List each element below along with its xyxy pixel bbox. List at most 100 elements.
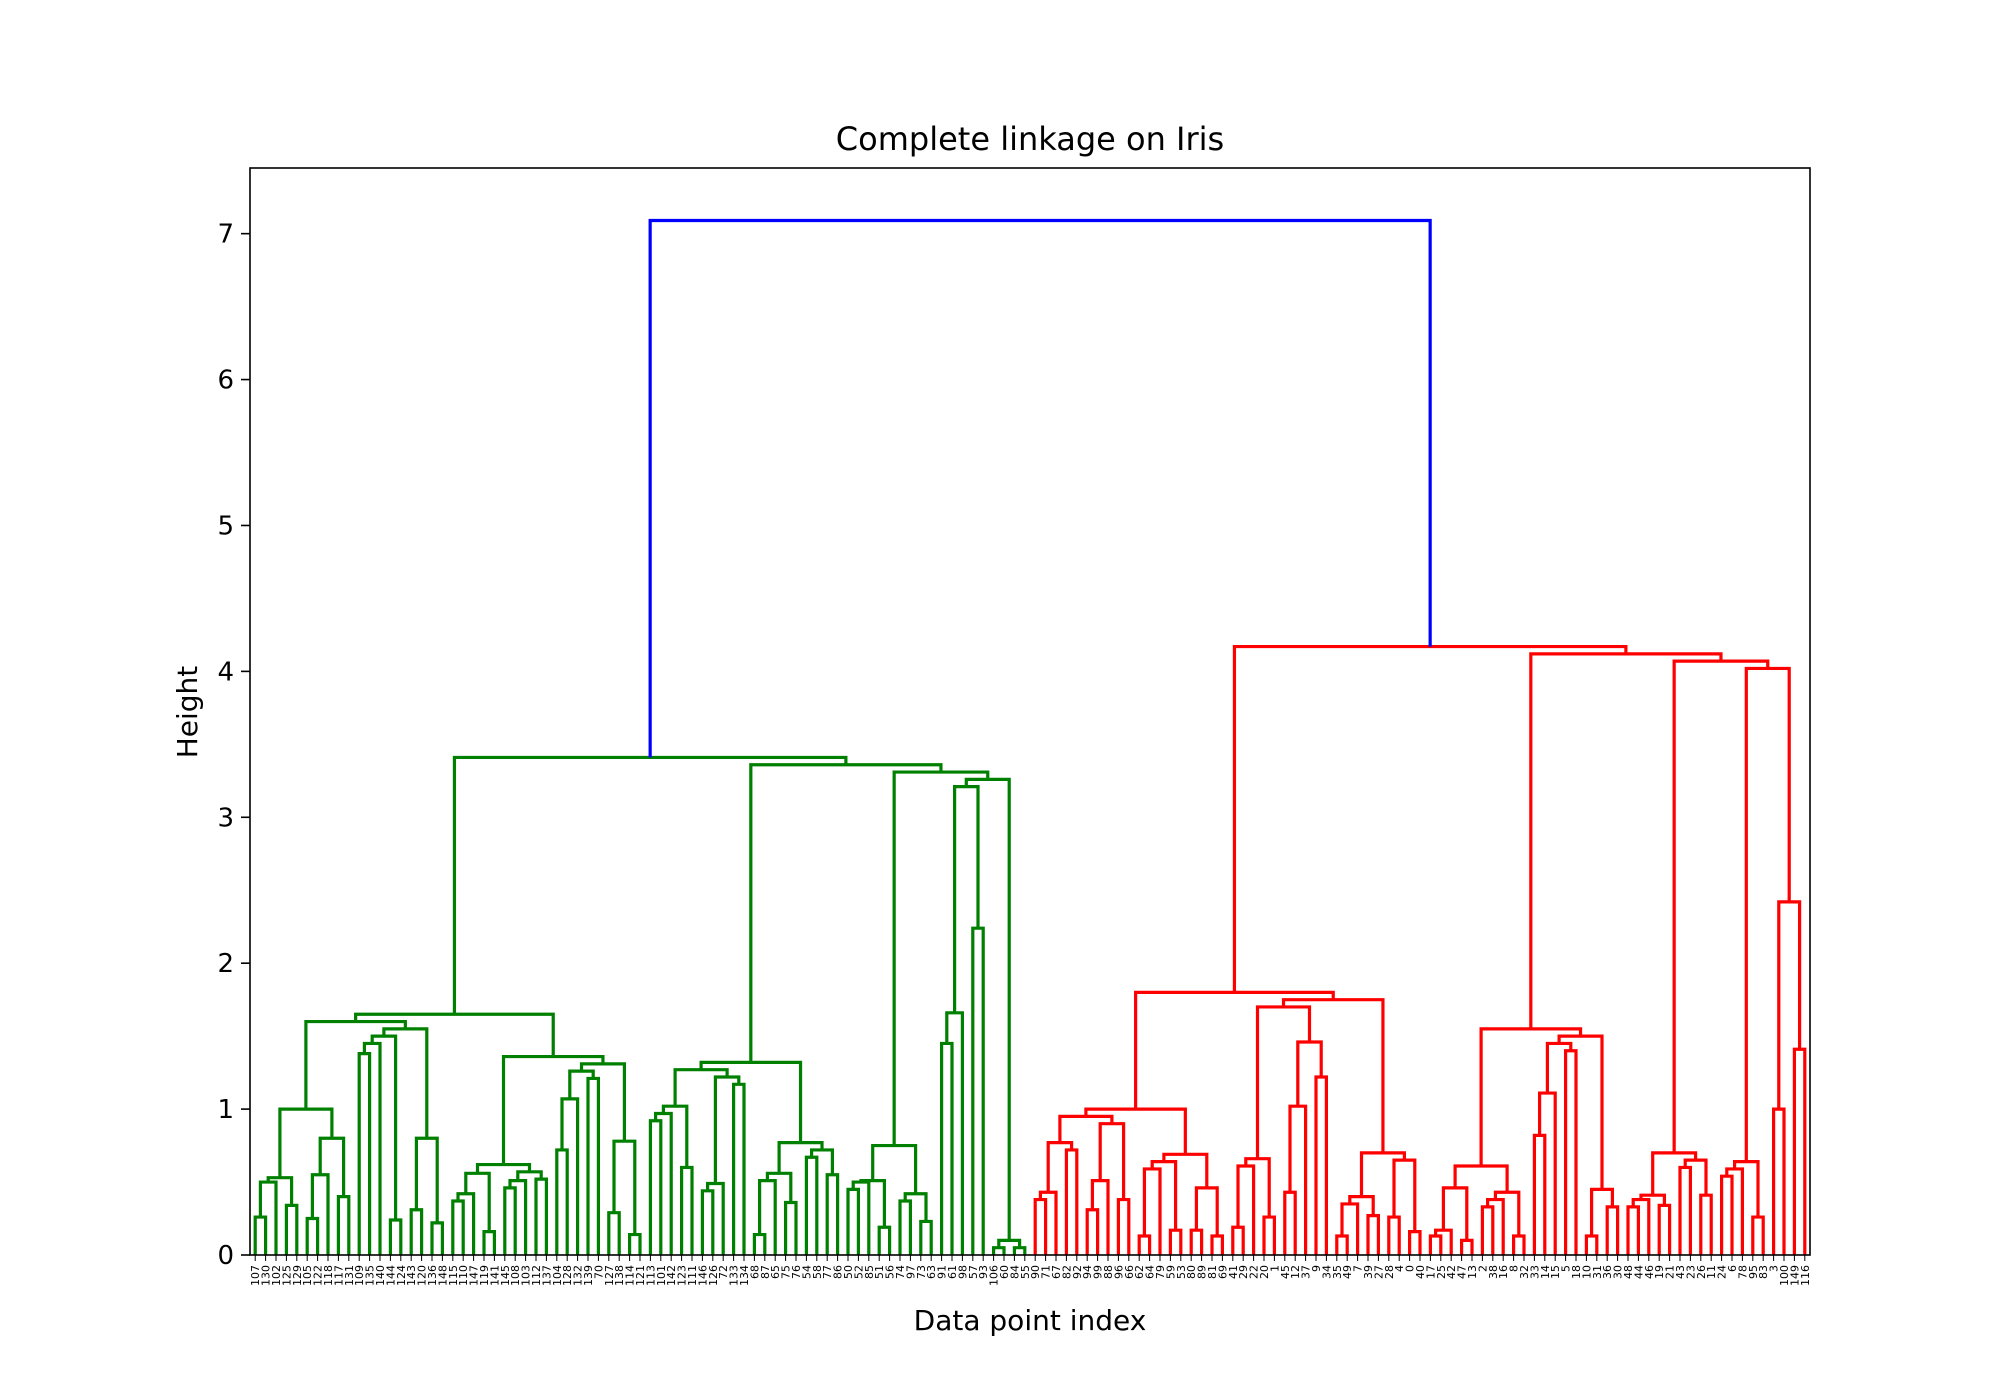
x-tick-label: 29 (1237, 1265, 1250, 1279)
x-tick-label: 110 (457, 1265, 470, 1286)
x-tick-label: 43 (1674, 1265, 1687, 1279)
x-tick-label: 46 (1643, 1265, 1656, 1279)
x-tick-label: 107 (249, 1265, 262, 1286)
cluster-link-left (749, 763, 943, 1063)
cluster-link-right (1231, 1225, 1245, 1255)
x-tick-label: 143 (405, 1265, 418, 1286)
x-tick-label: 51 (873, 1265, 886, 1279)
y-tick-label: 4 (217, 657, 234, 687)
cluster-link-left (568, 1069, 595, 1099)
x-tick-label: 124 (395, 1265, 408, 1286)
cluster-link-left (266, 1176, 294, 1206)
x-tick-label: 97 (904, 1265, 917, 1279)
x-tick-label: 139 (582, 1265, 595, 1286)
x-tick-label: 133 (728, 1265, 741, 1286)
x-tick-label: 22 (1248, 1265, 1261, 1279)
y-tick-label: 6 (217, 366, 234, 396)
cluster-link-left (508, 1178, 528, 1255)
x-tick-label: 126 (707, 1265, 720, 1286)
x-tick-label: 75 (780, 1265, 793, 1279)
x-tick-label: 108 (509, 1265, 522, 1286)
x-tick-label: 125 (280, 1265, 293, 1286)
x-axis-tick-labels: 1071301021251291051221181171311091351401… (249, 1255, 1812, 1286)
x-tick-label: 35 (1331, 1265, 1344, 1279)
x-tick-label: 39 (1362, 1265, 1375, 1279)
x-tick-label: 72 (717, 1265, 730, 1279)
x-tick-label: 106 (988, 1265, 1001, 1286)
x-tick-label: 93 (977, 1265, 990, 1279)
cluster-link-left (534, 1177, 548, 1255)
cluster-link-left (661, 1104, 689, 1168)
x-tick-label: 121 (634, 1265, 647, 1286)
y-tick-label: 1 (217, 1095, 234, 1125)
x-tick-label: 34 (1320, 1265, 1333, 1279)
cluster-link-right (1639, 1193, 1666, 1206)
x-tick-label: 55 (1019, 1265, 1032, 1279)
x-tick-label: 114 (624, 1265, 637, 1286)
x-tick-label: 20 (1258, 1265, 1271, 1279)
cluster-link-right (1090, 1178, 1110, 1255)
x-tick-label: 13 (1466, 1265, 1479, 1279)
cluster-link-right (1236, 1164, 1256, 1255)
x-tick-label: 77 (821, 1265, 834, 1279)
x-tick-label: 26 (1695, 1265, 1708, 1279)
x-tick-label: 32 (1518, 1265, 1531, 1279)
cluster-link-right (1744, 666, 1791, 1162)
x-tick-label: 101 (655, 1265, 668, 1286)
cluster-link-right (1631, 1197, 1651, 1255)
x-tick-label: 64 (1144, 1265, 1157, 1279)
x-tick-label: 74 (894, 1265, 907, 1279)
x-axis-label: Data point index (914, 1304, 1147, 1337)
x-tick-label: 145 (499, 1265, 512, 1286)
x-tick-label: 85 (863, 1265, 876, 1279)
x-tick-label: 6 (1726, 1265, 1739, 1272)
x-tick-label: 89 (1196, 1265, 1209, 1279)
x-tick-label: 10 (1580, 1265, 1593, 1279)
x-tick-label: 76 (790, 1265, 803, 1279)
x-tick-label: 65 (769, 1265, 782, 1279)
x-tick-label: 18 (1570, 1265, 1583, 1279)
cluster-link-right (1058, 1114, 1114, 1143)
x-tick-label: 128 (561, 1265, 574, 1286)
x-tick-label: 31 (1591, 1265, 1604, 1279)
cluster-link-right (1288, 1104, 1308, 1255)
x-tick-label: 140 (374, 1265, 387, 1286)
x-tick-label: 82 (1060, 1265, 1073, 1279)
plot-frame (249, 167, 1811, 1256)
x-tick-label: 28 (1383, 1265, 1396, 1279)
y-axis-ticks: 0 1 2 3 4 5 6 7 (217, 220, 250, 1271)
cluster-link-right (1545, 1041, 1573, 1094)
x-tick-label: 2 (1476, 1265, 1489, 1272)
cluster-link-left (414, 1136, 439, 1223)
cluster-link-left (607, 1211, 621, 1255)
cluster-link-right (1348, 1195, 1375, 1216)
cluster-link-right (1085, 1208, 1100, 1255)
cluster-link-left (456, 1192, 476, 1255)
cluster-link-right (1232, 644, 1628, 993)
cluster-link-left (357, 1052, 372, 1255)
cluster-link-right (1189, 1228, 1204, 1255)
x-tick-label: 105 (301, 1265, 314, 1286)
cluster-link-left (482, 1230, 496, 1255)
x-tick-label: 24 (1716, 1265, 1729, 1279)
x-tick-label: 117 (332, 1265, 345, 1286)
x-tick-label: 91 (936, 1265, 949, 1279)
cluster-link-left (382, 1027, 429, 1139)
cluster-link-left (555, 1148, 569, 1255)
cluster-link-right (1255, 1005, 1312, 1159)
x-tick-label: 129 (291, 1265, 304, 1286)
x-tick-label: 94 (1081, 1265, 1094, 1279)
x-tick-label: 88 (1102, 1265, 1115, 1279)
x-tick-label: 86 (832, 1265, 845, 1279)
x-tick-label: 104 (551, 1265, 564, 1286)
x-tick-label: 103 (520, 1265, 533, 1286)
x-tick-label: 111 (686, 1265, 699, 1286)
x-tick-label: 148 (436, 1265, 449, 1286)
x-tick-label: 40 (1414, 1265, 1427, 1279)
x-tick-label: 99 (1092, 1265, 1105, 1279)
cluster-link-right (1532, 1133, 1547, 1255)
cluster-link-left (706, 1181, 725, 1255)
x-tick-label: 96 (1112, 1265, 1125, 1279)
chart-title: Complete linkage on Iris (836, 120, 1224, 158)
